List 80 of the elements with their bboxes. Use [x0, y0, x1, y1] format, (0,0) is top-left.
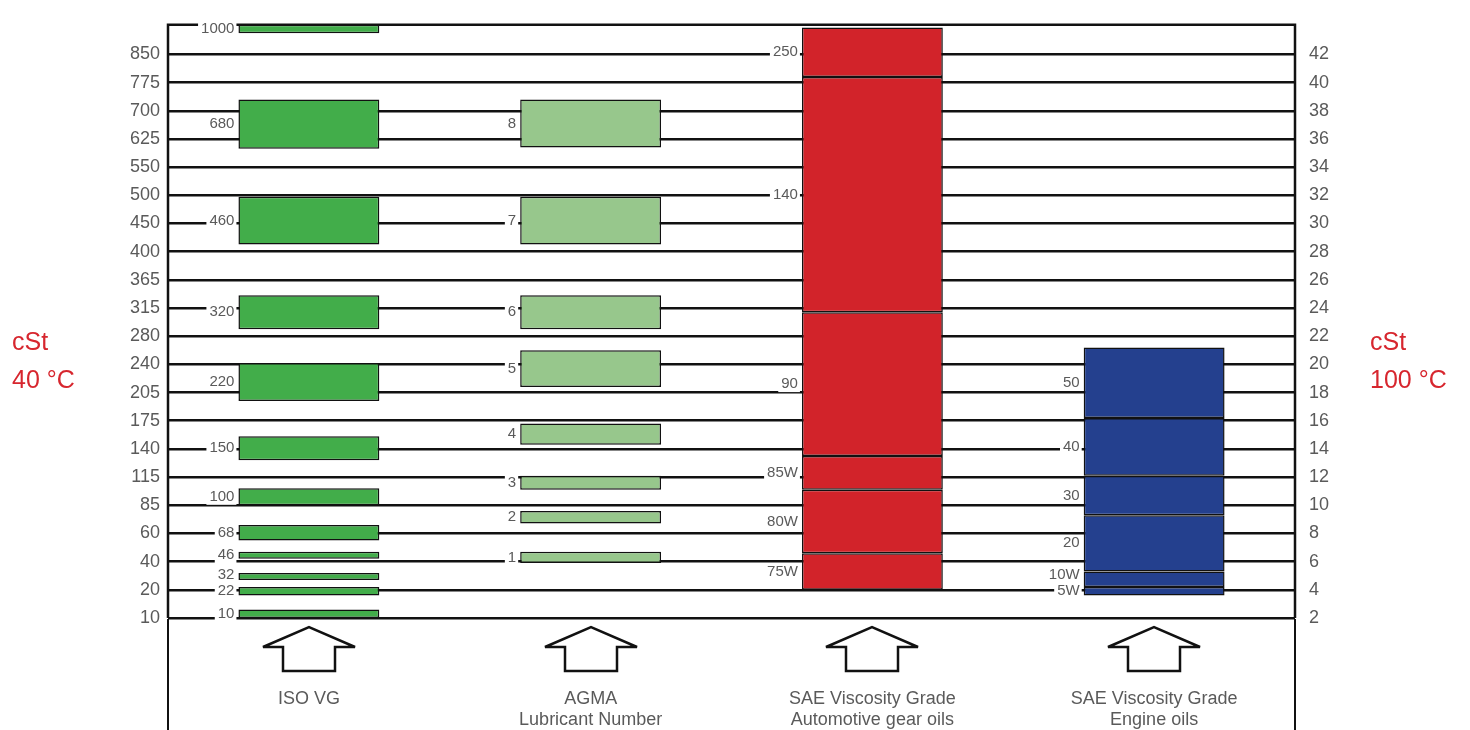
y-tick-label: 24 — [1309, 296, 1330, 317]
text: 175 — [129, 409, 160, 430]
y-tick-label: 20 — [1309, 353, 1330, 374]
y-tick-label: 36 — [1309, 127, 1330, 148]
y-tick-label: 40 — [1309, 71, 1330, 92]
annotation: 5W — [1057, 581, 1081, 599]
y-tick-label: 30 — [1309, 212, 1330, 233]
annotation: 2 — [507, 507, 517, 525]
y-tick-label: 18 — [1309, 381, 1330, 402]
annotation: 1 — [507, 547, 517, 565]
annotation: 40 — [1063, 436, 1080, 454]
annotation: 30 — [1063, 485, 1080, 503]
y-tick-label: 6 — [1309, 550, 1320, 571]
annotation: 8 — [507, 113, 517, 131]
y-tick-label: 8 — [1309, 522, 1320, 543]
text: 60 — [139, 522, 160, 543]
annotation: 50 — [1063, 372, 1080, 390]
annotation: 3 — [507, 472, 517, 490]
annotation: 68 — [217, 522, 235, 540]
y-tick-label: 10 — [1309, 494, 1330, 515]
x-tick-label: ISO VG — [277, 687, 340, 708]
text: 365 — [129, 268, 160, 289]
y-tick-label: 28 — [1309, 240, 1330, 261]
text: 550 — [129, 156, 160, 177]
y-tick-label: 22 — [1309, 325, 1330, 346]
annotation: 20 — [1063, 533, 1080, 551]
text: 20 — [139, 578, 160, 599]
y-tick-label: 38 — [1309, 99, 1330, 120]
annotation: 100 — [209, 486, 235, 504]
text: 700 — [129, 99, 160, 120]
annotation: 7 — [507, 210, 517, 228]
y-tick-label: 32 — [1309, 184, 1330, 205]
text: 140 — [129, 437, 160, 458]
text: 205 — [129, 381, 160, 402]
y2-axis-title: cSt 40 °C — [12, 326, 75, 395]
annotation: 680 — [209, 114, 235, 132]
text: 10 — [139, 606, 160, 627]
y-tick-label: 34 — [1309, 156, 1330, 177]
x-tick-label: SAE Viscosity Grade Engine oils — [1070, 687, 1238, 730]
annotation: 32 — [217, 565, 235, 583]
y-tick-label: 14 — [1309, 437, 1330, 458]
text: 85 — [139, 494, 160, 515]
annotation: 10 — [217, 603, 235, 621]
x-tick-label: AGMA Lubricant Number — [519, 687, 663, 730]
annotation: 150 — [209, 438, 235, 456]
x-tick-label: SAE Viscosity Grade Automotive gear oils — [789, 687, 956, 730]
annotation: 90 — [781, 374, 798, 392]
text: 400 — [129, 240, 160, 261]
annotation: 250 — [772, 42, 798, 60]
y-axis-title: cSt 100 °C — [1370, 326, 1447, 395]
annotation: 460 — [209, 210, 235, 228]
annotation: 4 — [507, 424, 517, 442]
annotation: 10W — [1048, 565, 1081, 583]
annotation: 1000 — [201, 19, 235, 37]
annotation: 140 — [772, 184, 798, 202]
text: 280 — [129, 325, 160, 346]
annotation: 75W — [767, 561, 799, 579]
annotation: 85W — [767, 463, 799, 481]
text: 115 — [131, 466, 160, 487]
annotation: 22 — [217, 581, 235, 599]
annotation: 46 — [217, 545, 235, 563]
text: 500 — [129, 184, 160, 205]
annotation: 220 — [209, 372, 235, 390]
text: 775 — [129, 71, 160, 92]
annotation: 5 — [507, 358, 517, 376]
y-tick-label: 26 — [1309, 268, 1330, 289]
annotation: 6 — [507, 302, 517, 320]
y-tick-label: 12 — [1309, 466, 1330, 487]
y-tick-label: 42 — [1309, 43, 1330, 64]
text: 240 — [129, 353, 160, 374]
annotation: 80W — [767, 511, 799, 529]
text: 450 — [129, 212, 160, 233]
y-tick-label: 4 — [1309, 578, 1320, 599]
y-tick-label: 16 — [1309, 409, 1330, 430]
y-tick-label: 2 — [1309, 606, 1320, 627]
annotation: 320 — [209, 302, 235, 320]
text: 850 — [129, 43, 160, 64]
text: 625 — [129, 127, 160, 148]
text: 315 — [129, 296, 160, 317]
text: 40 — [139, 550, 160, 571]
